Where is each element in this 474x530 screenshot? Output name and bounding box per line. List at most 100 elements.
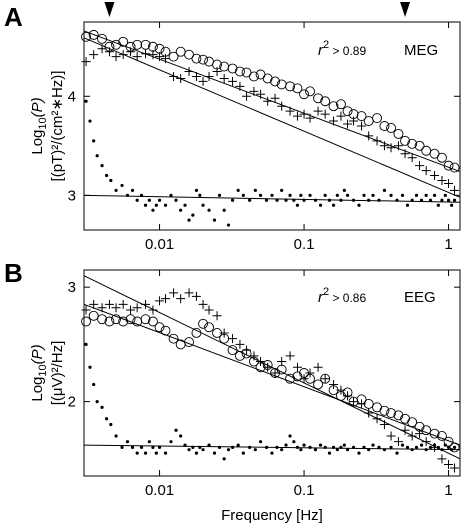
dot-point-b xyxy=(280,448,284,452)
plus-point-b xyxy=(219,328,229,338)
dot-point-b xyxy=(92,382,96,387)
dot-point-a xyxy=(217,193,222,197)
dot-point-a xyxy=(400,193,405,197)
data-marks-a xyxy=(81,29,460,227)
plus-point-b xyxy=(141,299,151,309)
dot-point-a xyxy=(179,208,183,212)
dot-point-b xyxy=(446,445,451,449)
circle-point-a xyxy=(175,46,186,57)
plus-point-a xyxy=(184,67,194,77)
circle-point-b xyxy=(421,425,432,436)
plus-point-b xyxy=(132,303,142,313)
plus-point-a xyxy=(349,116,359,126)
dot-point-b xyxy=(440,448,444,452)
y-tick-label-a: 3 xyxy=(68,187,76,204)
dot-point-b xyxy=(419,443,424,447)
circle-point-a xyxy=(234,66,245,77)
dot-point-a xyxy=(194,188,199,192)
r2-exponent-a: 2 xyxy=(323,39,329,51)
plus-point-a xyxy=(118,50,128,60)
plus-point-a xyxy=(421,166,431,176)
dot-point-b xyxy=(100,405,104,409)
dot-point-a xyxy=(377,198,381,202)
dot-point-a xyxy=(419,198,424,202)
dot-point-a xyxy=(174,198,178,202)
dot-point-a xyxy=(183,203,187,207)
plus-point-b xyxy=(400,425,410,435)
dot-point-a xyxy=(207,208,211,212)
dot-point-b xyxy=(191,445,195,449)
dot-point-a xyxy=(424,193,428,197)
plus-point-b xyxy=(263,362,273,372)
circle-point-b xyxy=(191,327,202,338)
circle-point-a xyxy=(191,53,202,64)
x-tick-label-b: 1 xyxy=(444,482,452,499)
dot-point-a xyxy=(187,218,191,222)
plus-point-a xyxy=(228,76,238,86)
dot-point-a xyxy=(139,193,144,197)
plus-point-b xyxy=(169,288,179,298)
plus-point-a xyxy=(343,119,353,129)
ylabel-line1-b: Log10(P) xyxy=(29,344,49,401)
frequency-markers-a xyxy=(104,2,411,17)
plus-point-b xyxy=(249,351,259,361)
dot-point-b xyxy=(327,451,332,455)
circle-point-a xyxy=(328,101,339,112)
ylabel-sub-a: 10 xyxy=(37,117,49,129)
circle-point-a xyxy=(248,71,259,82)
dot-point-a xyxy=(339,198,343,202)
plus-point-a xyxy=(430,171,440,181)
circle-point-b xyxy=(88,310,99,321)
dot-point-b xyxy=(367,448,371,452)
dot-point-b xyxy=(302,443,306,447)
dot-point-a xyxy=(410,198,414,202)
ylabel-prefix-a: Log xyxy=(29,130,46,155)
ylabel-line2-a: [(pT)²/(cm²∗Hz)] xyxy=(49,71,66,182)
circle-point-a xyxy=(270,76,281,87)
circle-point-a xyxy=(320,96,331,107)
plus-point-a xyxy=(256,89,266,99)
plus-point-a xyxy=(320,109,330,119)
circle-point-a xyxy=(168,51,179,62)
circle-point-b xyxy=(379,405,390,416)
plus-point-b xyxy=(81,305,91,315)
dot-point-b xyxy=(331,445,336,449)
plus-point-b xyxy=(329,379,339,389)
dot-point-a xyxy=(230,198,235,202)
plus-point-a xyxy=(111,52,121,62)
dot-point-b xyxy=(84,342,88,346)
dot-point-a xyxy=(154,203,158,207)
ylabel-line2-b: [(μV)²/Hz] xyxy=(49,341,66,405)
frequency-marker-triangle xyxy=(400,2,411,17)
dot-point-b xyxy=(436,445,440,449)
dot-point-b xyxy=(169,440,173,444)
circle-point-b xyxy=(234,350,245,361)
dot-point-b xyxy=(275,445,279,449)
dot-point-a xyxy=(414,193,419,197)
dot-point-a xyxy=(288,193,292,197)
circle-point-a xyxy=(313,93,324,104)
dot-point-a xyxy=(264,198,269,202)
dot-point-b xyxy=(147,440,151,444)
plus-point-a xyxy=(141,49,151,59)
plus-point-b xyxy=(204,305,214,315)
x-axis-label: Frequency [Hz] xyxy=(221,507,323,524)
dot-point-b xyxy=(226,448,231,452)
dot-point-b xyxy=(109,422,113,427)
dot-point-a xyxy=(284,198,288,202)
dot-point-b xyxy=(345,448,350,452)
dot-point-a xyxy=(443,193,447,197)
circle-point-a xyxy=(97,33,108,44)
panel-a: A 0.01 0.1 1 3 4 r2 > 0.89 MEG Log10(P) [(pT… xyxy=(4,2,461,253)
circle-point-a xyxy=(400,135,411,146)
dot-point-b xyxy=(414,445,419,449)
dot-point-b xyxy=(339,445,343,449)
fit-line-b-2 xyxy=(83,444,461,451)
dot-point-b xyxy=(452,445,457,449)
dot-point-b xyxy=(284,443,288,447)
dot-point-b xyxy=(135,451,139,455)
dot-point-b xyxy=(198,445,202,449)
ylabel-sub-b: 10 xyxy=(37,364,49,376)
dot-point-b xyxy=(183,443,187,447)
dot-point-b xyxy=(405,445,410,449)
